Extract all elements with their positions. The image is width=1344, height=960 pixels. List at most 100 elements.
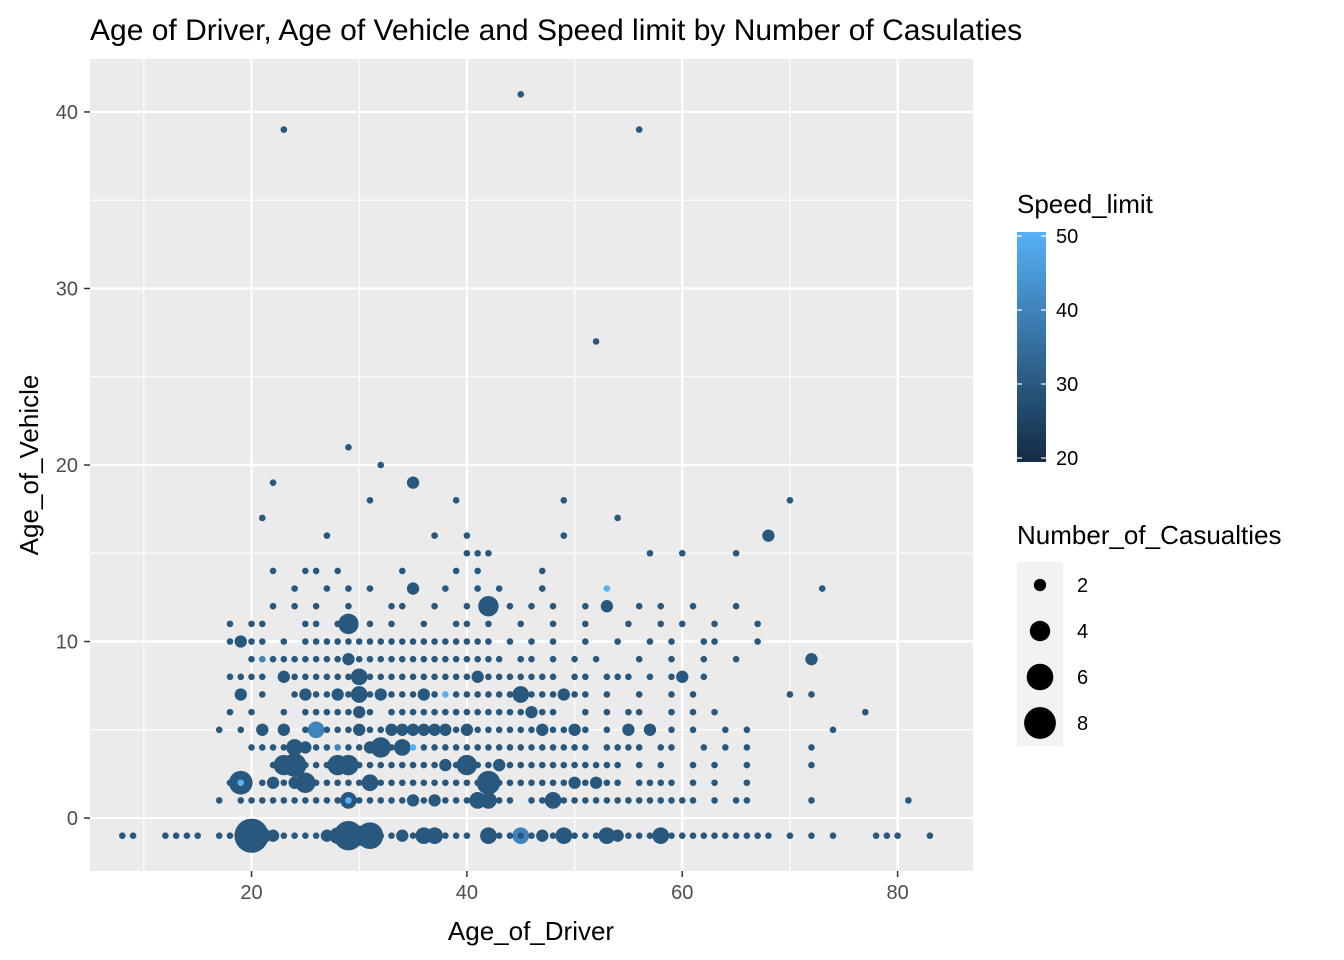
data-point — [549, 620, 557, 628]
data-point — [495, 708, 503, 716]
data-point — [743, 744, 751, 751]
data-point — [248, 655, 255, 663]
data-point — [334, 655, 341, 663]
data-point — [234, 829, 247, 842]
data-point — [568, 723, 581, 736]
color-bar — [1017, 232, 1046, 462]
data-point — [266, 776, 280, 789]
data-point — [646, 779, 654, 787]
color-bar-label: 30 — [1056, 374, 1078, 396]
data-point — [366, 708, 374, 716]
data-point — [366, 655, 374, 663]
data-point — [237, 726, 245, 734]
data-point — [302, 726, 309, 734]
data-point — [442, 655, 449, 663]
data-point — [442, 797, 449, 804]
data-point — [657, 797, 665, 804]
data-point — [582, 691, 589, 698]
data-point — [269, 602, 277, 610]
data-point — [377, 638, 385, 645]
data-point — [743, 726, 751, 734]
data-point — [323, 532, 331, 539]
data-point — [237, 673, 245, 681]
data-point — [549, 655, 557, 663]
data-point — [808, 761, 815, 769]
data-point — [334, 779, 341, 787]
data-point — [485, 761, 492, 769]
x-tick-label: 80 — [886, 882, 908, 904]
data-point — [428, 723, 441, 736]
data-point — [431, 691, 438, 698]
data-point — [711, 832, 718, 839]
data-point — [485, 708, 492, 716]
data-point — [409, 691, 417, 698]
data-point — [409, 655, 417, 663]
data-point — [420, 708, 428, 716]
data-point — [291, 655, 298, 663]
data-point — [652, 827, 670, 845]
data-point — [568, 776, 581, 789]
data-point — [329, 827, 347, 845]
data-point — [452, 726, 460, 734]
data-point — [312, 655, 320, 663]
data-point — [463, 673, 471, 681]
data-point — [226, 673, 234, 681]
data-point — [474, 779, 481, 787]
x-tick-label: 60 — [671, 882, 693, 904]
data-point — [528, 744, 535, 751]
data-point — [345, 444, 352, 451]
data-point — [258, 691, 266, 698]
data-point — [398, 655, 406, 663]
data-point — [592, 655, 600, 663]
data-point — [538, 761, 546, 769]
data-point — [277, 670, 290, 683]
data-point — [872, 832, 880, 839]
data-point — [452, 832, 460, 839]
data-point — [743, 832, 751, 839]
data-point — [355, 638, 363, 645]
data-point — [388, 620, 395, 628]
data-point — [258, 514, 266, 522]
data-point — [668, 832, 675, 839]
data-point — [732, 832, 740, 839]
data-point — [549, 708, 557, 716]
data-point — [657, 620, 665, 628]
data-point — [291, 832, 298, 839]
data-point — [517, 673, 525, 681]
data-point — [485, 744, 492, 751]
data-point — [528, 779, 535, 787]
data-point — [377, 779, 385, 787]
data-point — [295, 772, 316, 793]
data-point — [571, 832, 578, 839]
data-point — [312, 779, 320, 787]
data-point — [452, 744, 460, 751]
data-point — [366, 797, 374, 804]
data-point — [398, 638, 406, 645]
data-point — [280, 126, 288, 133]
data-point — [377, 832, 385, 839]
data-point — [808, 744, 815, 751]
data-point — [409, 673, 417, 681]
data-point — [614, 514, 621, 522]
data-point — [700, 638, 708, 645]
data-point — [280, 779, 288, 787]
data-point — [614, 779, 621, 787]
data-point — [635, 691, 643, 698]
data-point — [528, 726, 535, 734]
data-point — [312, 761, 320, 769]
data-point — [258, 655, 266, 663]
data-point — [345, 673, 352, 681]
data-point — [334, 567, 341, 575]
data-point — [248, 638, 255, 645]
data-point — [571, 744, 578, 751]
data-point — [258, 797, 266, 804]
data-point — [452, 638, 460, 645]
data-point — [646, 673, 654, 681]
data-point — [355, 744, 363, 751]
data-point — [388, 708, 395, 716]
data-point — [549, 726, 557, 734]
data-point — [668, 655, 675, 663]
data-point — [625, 708, 632, 716]
data-point — [625, 620, 632, 628]
data-point — [334, 744, 341, 751]
